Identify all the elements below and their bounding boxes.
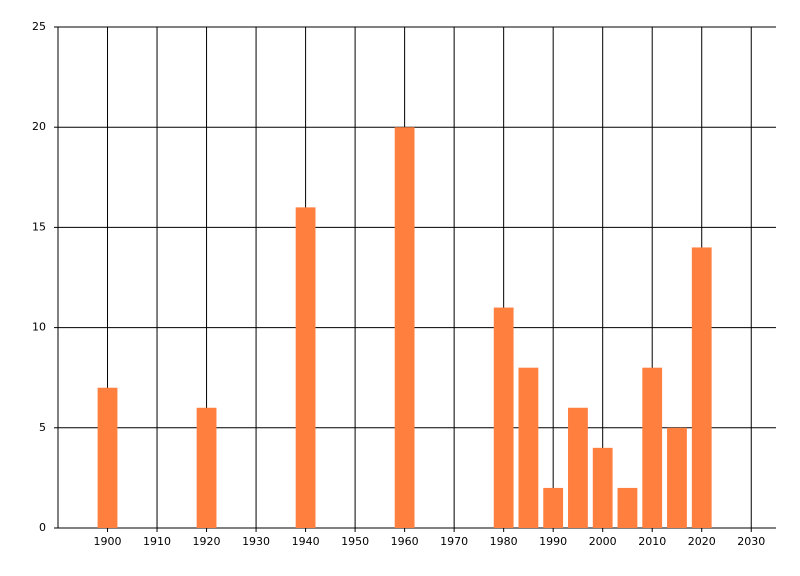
bar: [97, 387, 118, 528]
bar: [617, 487, 638, 528]
bar: [543, 487, 564, 528]
y-tick-label: 15: [32, 220, 46, 233]
y-tick-label: 25: [32, 20, 46, 33]
y-tick-label: 10: [32, 321, 46, 334]
y-tick-label: 20: [32, 120, 46, 133]
x-tick-label: 1920: [193, 535, 221, 548]
bar: [518, 367, 539, 528]
x-tick-label: 1930: [242, 535, 270, 548]
x-tick-label: 1990: [539, 535, 567, 548]
x-tick-label: 1910: [143, 535, 171, 548]
bar: [691, 247, 712, 528]
x-tick-label: 2010: [638, 535, 666, 548]
x-tick-label: 1900: [94, 535, 122, 548]
x-tick-label: 1950: [341, 535, 369, 548]
x-tick-label: 1980: [490, 535, 518, 548]
y-tick-label: 5: [39, 421, 46, 434]
bar: [642, 367, 663, 528]
bar: [493, 307, 514, 528]
x-tick-label: 1940: [292, 535, 320, 548]
x-tick-label: 1960: [391, 535, 419, 548]
bar: [592, 447, 613, 528]
bar: [667, 427, 687, 528]
x-tick-label: 2000: [589, 535, 617, 548]
bar: [568, 407, 588, 528]
x-tick-label: 2020: [688, 535, 716, 548]
x-tick-label: 2030: [737, 535, 765, 548]
bar: [394, 127, 415, 528]
x-tick-label: 1970: [440, 535, 468, 548]
bar: [196, 407, 217, 528]
bar: [295, 207, 316, 529]
y-tick-label: 0: [39, 521, 46, 534]
